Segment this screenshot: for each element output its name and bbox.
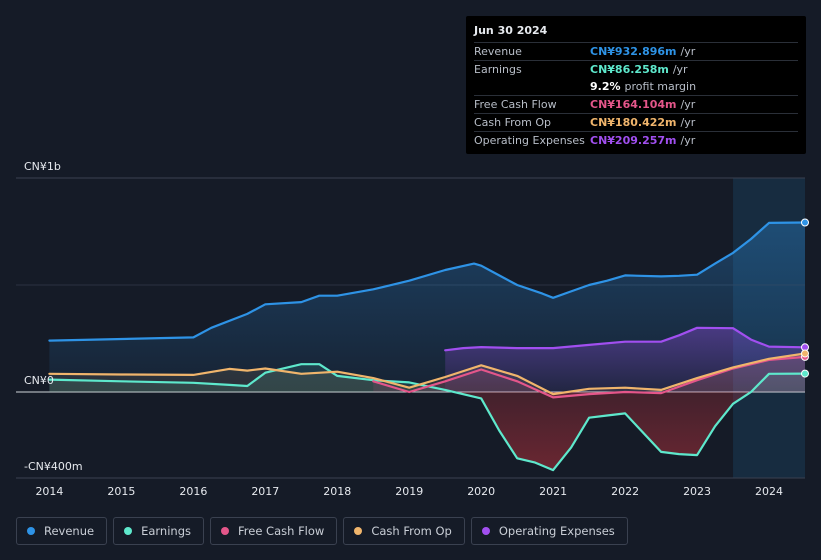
legend-item-label: Free Cash Flow bbox=[238, 524, 325, 538]
series-areas bbox=[49, 222, 805, 471]
tooltip-row-label: Operating Expenses bbox=[474, 134, 585, 147]
x-tick-label: 2015 bbox=[107, 485, 135, 498]
tooltip-row: Revenue CN¥932.896m/yr bbox=[474, 42, 798, 60]
tooltip-row-unit: profit margin bbox=[624, 80, 697, 93]
legend-dot-icon bbox=[124, 527, 133, 535]
y-tick-label-bottom: -CN¥400m bbox=[24, 460, 83, 473]
tooltip-row-value: CN¥209.257m bbox=[590, 134, 677, 147]
revenue-line bbox=[48, 221, 807, 342]
revenue-end-dot bbox=[801, 218, 809, 227]
tooltip-row-label: Cash From Op bbox=[474, 116, 552, 129]
legend-item-revenue[interactable]: Revenue bbox=[16, 517, 108, 545]
y-tick-label-top: CN¥1b bbox=[24, 160, 61, 173]
series-end-dots bbox=[801, 218, 809, 378]
legend-item-label: Earnings bbox=[141, 524, 191, 538]
legend-item-cash-from-op[interactable]: Cash From Op bbox=[343, 517, 465, 545]
tooltip-row-unit: /yr bbox=[680, 98, 696, 111]
tooltip-row-value: CN¥86.258m bbox=[590, 63, 669, 76]
x-tick-label: 2017 bbox=[251, 485, 279, 498]
tooltip-row-unit: /yr bbox=[680, 134, 696, 147]
x-tick-label: 2021 bbox=[539, 485, 567, 498]
x-tick-label: 2022 bbox=[611, 485, 639, 498]
tooltip-rows: Revenue CN¥932.896m/yr Earnings CN¥86.258m /… bbox=[474, 42, 798, 149]
x-tick-label: 2018 bbox=[323, 485, 351, 498]
tooltip-row: Cash From Op CN¥180.422m/yr bbox=[474, 113, 798, 131]
y-tick-label-zero: CN¥0 bbox=[24, 374, 54, 387]
tooltip-row-value: CN¥180.422m bbox=[590, 116, 677, 129]
cash-from-op-line bbox=[48, 352, 807, 396]
legend-item-operating-expenses[interactable]: Operating Expenses bbox=[470, 517, 628, 545]
x-tick-label: 2024 bbox=[755, 485, 783, 498]
tooltip-row: Earnings CN¥86.258m/yr bbox=[474, 60, 798, 78]
earnings-end-dot bbox=[801, 369, 809, 378]
legend-item-label: Cash From Op bbox=[371, 524, 452, 538]
legend-dot-icon bbox=[354, 527, 363, 535]
operating-expenses-area bbox=[445, 327, 805, 392]
free-cash-flow-area bbox=[373, 356, 805, 398]
x-tick-label: 2023 bbox=[683, 485, 711, 498]
legend-dot-icon bbox=[27, 527, 35, 535]
tooltip-row-value: CN¥932.896m bbox=[590, 45, 677, 58]
legend-item-label: Revenue bbox=[44, 524, 95, 538]
operating-expenses-line bbox=[444, 326, 807, 352]
x-tick-label: 2019 bbox=[395, 485, 423, 498]
tooltip-row: Operating Expenses CN¥209.257m/yr bbox=[474, 131, 798, 149]
x-tick-label: 2016 bbox=[179, 485, 207, 498]
series-lines bbox=[48, 221, 807, 472]
cash-from-op-end-dot bbox=[801, 349, 809, 358]
tooltip-row-value: 9.2% bbox=[590, 80, 621, 93]
tooltip-panel: Jun 30 2024 Revenue CN¥932.896m/yr Earning… bbox=[466, 16, 806, 154]
tooltip-row: Free Cash Flow CN¥164.104m/yr bbox=[474, 95, 798, 113]
tooltip-date: Jun 30 2024 bbox=[474, 24, 548, 37]
legend-dot-icon bbox=[221, 527, 229, 535]
x-tick-label: 2020 bbox=[467, 485, 495, 498]
earnings-line bbox=[48, 363, 807, 472]
legend: Revenue Earnings Free Cash Flow Cash From O… bbox=[16, 517, 628, 545]
tooltip-row-label: Revenue bbox=[474, 45, 522, 58]
tooltip-row-value: CN¥164.104m bbox=[590, 98, 677, 111]
tooltip-row-label: Earnings bbox=[474, 63, 522, 76]
earnings-area-negative bbox=[49, 392, 805, 471]
tooltip-row-label bbox=[474, 78, 590, 95]
x-axis-tick-labels: 2014 2015 2016 2017 2018 2019 2020 2021 2022 2023… bbox=[35, 485, 783, 498]
x-tick-label: 2014 bbox=[35, 485, 63, 498]
cash-from-op-area bbox=[49, 353, 805, 395]
legend-item-earnings[interactable]: Earnings bbox=[113, 517, 204, 545]
tooltip-row-unit: /yr bbox=[672, 63, 688, 76]
tooltip-row-unit: /yr bbox=[680, 45, 696, 58]
tooltip-row: 9.2% profit margin bbox=[474, 78, 798, 95]
legend-dot-icon bbox=[481, 527, 490, 535]
tooltip-row-unit: /yr bbox=[680, 116, 696, 129]
tooltip-row-label: Free Cash Flow bbox=[474, 98, 557, 111]
legend-item-label: Operating Expenses bbox=[498, 524, 615, 538]
legend-item-free-cash-flow[interactable]: Free Cash Flow bbox=[210, 517, 338, 545]
